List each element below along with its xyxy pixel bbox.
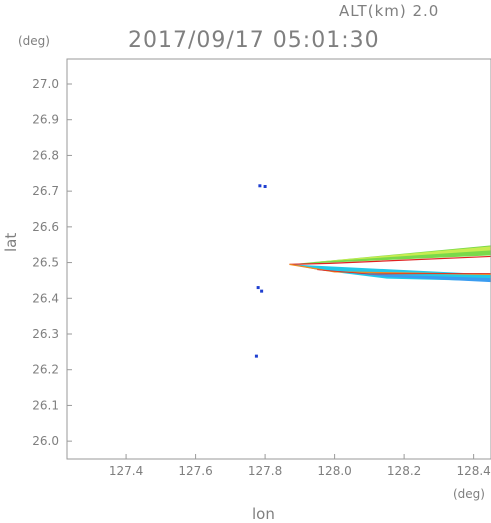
x-tick-label: 127.8 [248,464,282,478]
y-tick-label: 26.2 [32,363,59,377]
y-tick-label: 26.6 [32,220,59,234]
y-tick-label: 26.9 [32,113,59,127]
altitude-label: ALT(km) 2.0 [339,2,440,20]
y-tick-label: 26.1 [32,398,59,412]
echo-point [258,184,262,188]
x-tick-label: 128.0 [317,464,351,478]
lower-echo-inner [310,268,491,283]
ticks-layer: 26.0 26.1 26.2 26.3 26.4 26.5 26.6 26.7 26.8 26.9… [32,77,491,478]
x-tick-label: 128.2 [387,464,421,478]
x-tick-label: 127.6 [178,464,212,478]
lower-echo-edge-inner [317,269,491,275]
x-tick-label: 128.4 [456,464,490,478]
upper-echo-edge [289,255,491,265]
x-unit-label: (deg) [453,487,485,501]
y-tick-label: 27.0 [32,77,59,91]
upper-echo-band [289,245,491,265]
y-tick-label: 26.5 [32,256,59,270]
data-layer [254,184,491,358]
y-tick-label: 26.0 [32,434,59,448]
echo-point [263,185,267,188]
upper-echo-core [309,246,491,263]
plot-frame [66,58,491,460]
x-tick-label: 127.4 [109,464,143,478]
y-tick-label: 26.7 [32,184,59,198]
echo-point [254,354,258,358]
y-tick-label: 26.8 [32,148,59,162]
echo-point [260,289,264,293]
y-tick-label: 26.4 [32,291,59,305]
y-tick-label: 26.3 [32,327,59,341]
x-axis-label: lon [252,505,275,523]
chart-title-timestamp: 2017/09/17 05:01:30 [128,28,380,53]
y-unit-label: (deg) [18,34,50,48]
echo-point [256,286,260,290]
